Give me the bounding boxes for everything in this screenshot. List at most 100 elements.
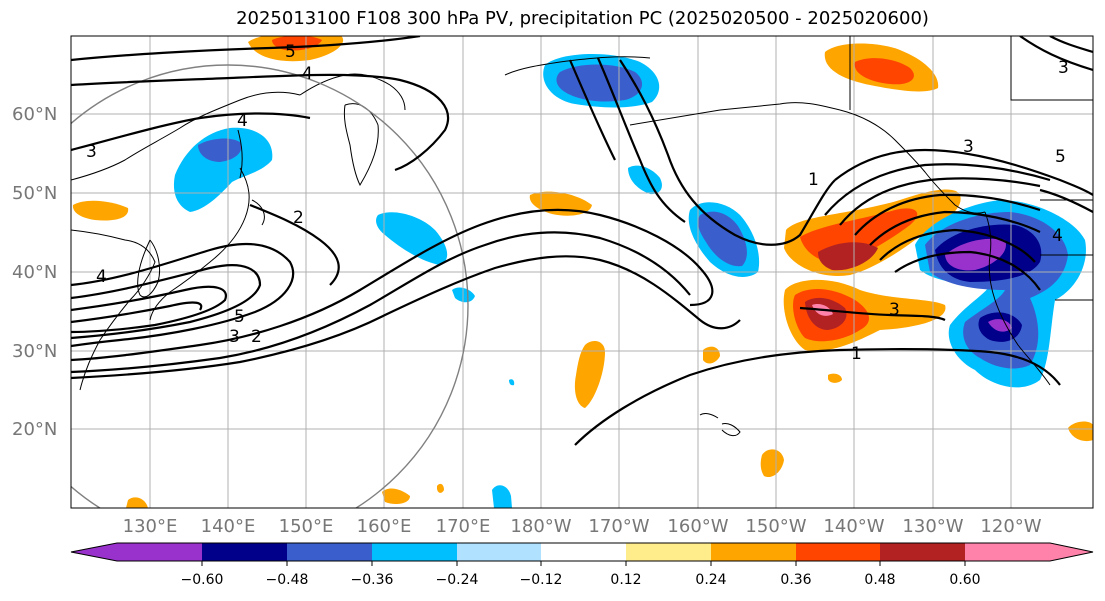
lat-label: 30°N [12, 341, 57, 362]
contour-east-mid [1039, 188, 1093, 213]
coast-canada-boundary [849, 36, 1093, 110]
colorbar-segment [117, 543, 202, 561]
colorbar-segment [202, 543, 287, 561]
contour-label: 4 [96, 267, 107, 287]
contour-label: 5 [1055, 147, 1066, 167]
coast-kamchatka [343, 103, 379, 187]
shade-pos-15n-150w [760, 449, 784, 478]
lat-label: 40°N [12, 262, 57, 283]
lon-label: 160°W [667, 516, 728, 537]
colorbar-segment [711, 543, 796, 561]
contour-label: 4 [237, 111, 248, 131]
colorbar-right-arrow [1050, 543, 1093, 561]
lon-label: 150°W [745, 516, 806, 537]
colorbar: −0.60 −0.48 −0.36 −0.24 −0.12 0.12 0.24 … [70, 542, 1094, 588]
colorbar-tick-label: 0.48 [864, 572, 895, 588]
contour-2-japan [249, 203, 340, 286]
lon-label: 140°E [201, 516, 256, 537]
shade-sakhalin-medblue [198, 138, 242, 162]
shade-pos-25n-145w [828, 373, 842, 383]
colorbar-segment [287, 543, 372, 561]
colorbar-segment [880, 543, 965, 561]
range-circle [71, 64, 469, 508]
contour-jet-6 [71, 231, 691, 374]
coastlines [71, 36, 1093, 437]
coast-korea [137, 239, 161, 298]
colorbar-tick-label: 0.12 [610, 572, 641, 588]
precip-shading [72, 36, 1093, 508]
colorbar-tick-label: −0.36 [351, 572, 394, 588]
shade-pos-bottom-160e [382, 488, 410, 504]
colorbar-segment [796, 543, 880, 561]
lon-label: 160°E [357, 516, 412, 537]
contour-ridge-6 [879, 228, 1036, 263]
coast-gulf-alaska [839, 109, 986, 214]
contour-3-left [71, 112, 311, 152]
colorbar-tick-label: −0.24 [436, 572, 479, 588]
latitude-labels: 60°N 50°N 40°N 30°N 20°N [12, 104, 57, 440]
contour-jet-4 [71, 301, 203, 324]
colorbar-tick-label: −0.48 [266, 572, 309, 588]
lon-label: 150°E [279, 516, 334, 537]
shade-socal-purple [988, 319, 1012, 332]
contour-label: 3 [229, 327, 240, 347]
colorbar-left-arrow [71, 543, 117, 561]
lon-label: 180°W [510, 516, 571, 537]
map-frame [70, 35, 1094, 509]
lon-label: 130°W [902, 516, 963, 537]
contour-3-south [799, 306, 946, 322]
contour-east-top-2 [1049, 36, 1093, 54]
colorbar-tick-label: −0.12 [520, 572, 563, 588]
colorbar-segment [965, 543, 1050, 561]
coast-sakhalin [237, 129, 243, 179]
shade-pos-30n-160w [703, 346, 720, 364]
contour-jet-5 [71, 208, 714, 362]
colorbar-tick-label: 0.24 [695, 572, 726, 588]
contour-1-ridge [834, 148, 1093, 196]
lon-label: 170°E [436, 516, 491, 537]
contour-5-top [71, 36, 421, 62]
contour-ridge-5 [869, 210, 1041, 246]
coast-okhotsk [299, 73, 406, 111]
contour-jet-1 [71, 242, 295, 348]
map-title: 2025013100 F108 300 hPa PV, precipitatio… [236, 8, 929, 29]
lon-label: 130°E [123, 516, 178, 537]
contour-label: 5 [285, 42, 296, 62]
contour-label: 4 [1052, 226, 1063, 246]
contour-trough-2 [596, 57, 686, 223]
contour-labels: 5 4 4 3 2 4 5 3 2 3 1 3 5 3 1 4 [86, 42, 1069, 364]
shade-pos-28n [574, 340, 605, 408]
contour-label: 3 [889, 300, 900, 320]
contour-label: 2 [293, 208, 304, 228]
shade-pos-far-east [1068, 421, 1093, 442]
colorbar-tick-label: −0.60 [181, 572, 224, 588]
lon-label: 170°W [588, 516, 649, 537]
lat-label: 50°N [12, 183, 57, 204]
contour-label: 3 [1058, 58, 1069, 78]
contour-label: 1 [808, 170, 819, 190]
shade-bering-medblue [556, 64, 643, 102]
pv-contours [71, 36, 1093, 446]
colorbar-segment [626, 543, 711, 561]
lat-label: 20°N [12, 419, 57, 440]
longitude-labels: 130°E 140°E 150°E 160°E 170°E 180°W 170°… [123, 516, 1042, 537]
contour-3-ridge [824, 163, 1051, 216]
contour-jet-2 [71, 264, 262, 340]
contour-1-south [574, 348, 1061, 446]
contour-label: 3 [963, 137, 974, 157]
contour-trough-3 [568, 59, 616, 161]
colorbar-outline [70, 542, 1094, 562]
contour-4-top [71, 73, 450, 172]
colorbar-tick-label: 0.36 [780, 572, 811, 588]
contour-label: 4 [302, 64, 313, 84]
colorbar-tick-label: 0.60 [949, 572, 980, 588]
coast-asia-mainland [71, 91, 301, 391]
coast-california [994, 299, 1051, 386]
colorbar-segment [457, 543, 541, 561]
contour-jet-7 [71, 255, 741, 380]
contour-ridge-4 [854, 193, 1041, 236]
contour-5-ridge [839, 177, 1041, 226]
shade-alaska-red [854, 58, 914, 85]
colorbar-segment [541, 543, 626, 561]
contour-label: 2 [251, 327, 262, 347]
